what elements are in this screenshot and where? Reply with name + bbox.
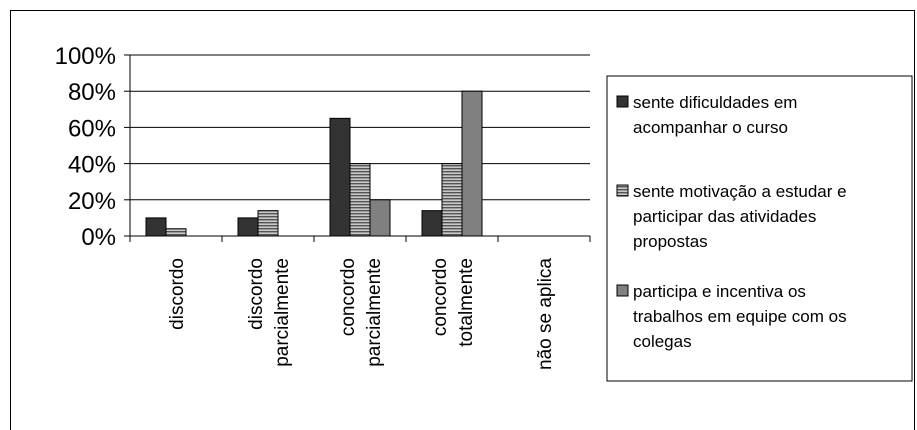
y-tick-label: 20% [68,188,116,215]
legend-label-line: participar das atividades [633,207,816,226]
category-labels: discordo discordo parcialmente concordo parc… [167,258,556,370]
legend-label-line: sente dificuldades em [633,93,797,112]
category-label-line: discordo [167,258,188,330]
legend-label-line: propostas [633,232,708,251]
y-tick-label: 40% [68,152,116,179]
bar [145,217,167,237]
legend-label-line: colegas [633,332,692,351]
category-label-line: parcialmente [272,258,293,367]
chart-frame [10,10,915,430]
y-tick-label: 0% [81,224,116,251]
bars [145,90,483,237]
axes [124,54,591,242]
category-label-line: totalmente [456,258,477,347]
bar [329,117,351,237]
y-tick-label: 60% [68,115,116,142]
category-label-line: concordo [338,258,359,336]
legend-label-line: acompanhar o curso [633,118,788,137]
category-label-line: parcialmente [364,258,385,367]
bar [237,217,259,237]
bar [421,210,443,237]
category-label: concordo totalmente [430,258,477,347]
legend-label-line: sente motivação a estudar e [633,182,847,201]
bar [165,228,187,237]
category-label: discordo [167,258,188,330]
bar [257,210,279,237]
y-tick-label: 80% [68,79,116,106]
category-label-line: concordo [430,258,451,336]
bar [349,163,371,237]
y-tick-label: 100% [55,43,116,70]
bar [461,90,483,237]
bar [369,199,391,237]
legend-box [606,75,913,382]
legend-swatch [616,184,629,197]
legend-label-line: participa e incentiva os [633,282,806,301]
legend-swatch [616,284,629,297]
legend-swatch [616,95,629,108]
legend-label-line: trabalhos em equipe com os [633,307,847,326]
legend: sente dificuldades em acompanhar o curso s… [606,75,913,382]
bar [441,163,463,237]
category-label-line: não se aplica [535,258,556,370]
category-label: não se aplica [535,258,556,370]
y-tick-labels: 0% 20% 40% 60% 80% 100% [55,43,116,251]
category-label: concordo parcialmente [338,258,385,367]
category-label-line: discordo [246,258,267,330]
category-label: discordo parcialmente [246,258,293,367]
